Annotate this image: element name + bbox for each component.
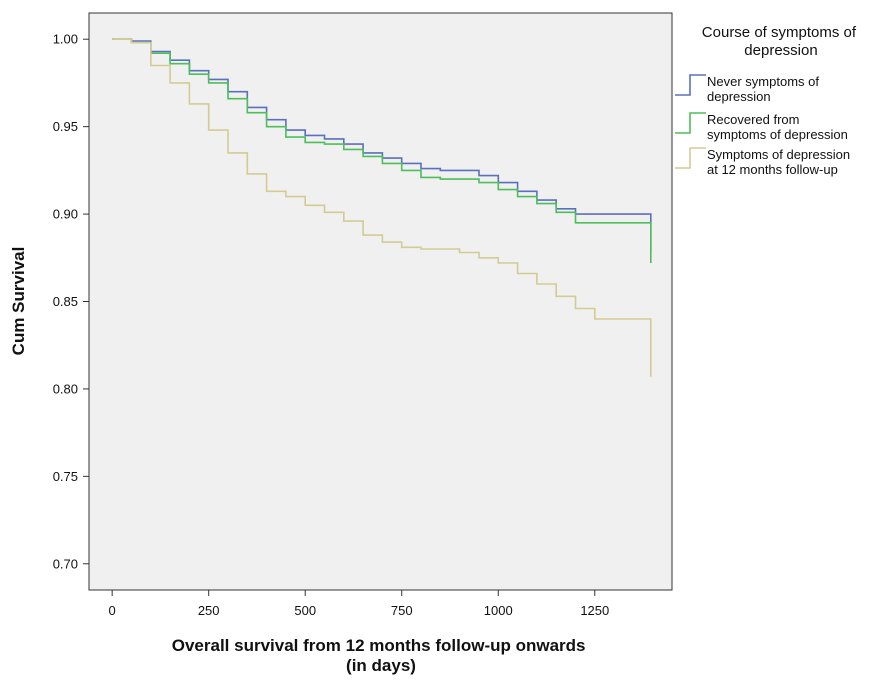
legend-title: Course of symptoms of depression <box>702 24 860 59</box>
legend-entry-1: Recovered from symptoms of depression <box>707 112 848 142</box>
y-tick-label: 0.80 <box>53 381 78 396</box>
legend-title-line-1: Course of symptoms of <box>702 24 857 41</box>
legend-entry-0: Never symptoms of depression <box>707 74 819 104</box>
x-tick-label: 1250 <box>580 603 609 618</box>
x-axis-title-line-1: Overall survival from 12 months follow-u… <box>172 636 586 655</box>
series-line-1 <box>112 38 652 263</box>
x-axis-title: Overall survival from 12 months follow-u… <box>172 636 591 675</box>
y-tick-label: 0.95 <box>53 119 78 134</box>
x-axis-title-line-2: (in days) <box>346 656 416 675</box>
legend-entry-line: depression <box>707 89 771 104</box>
y-axis: 0.70 0.75 0.80 0.85 0.90 0.95 1.00 <box>53 32 89 571</box>
plot-area <box>88 12 673 591</box>
y-tick-label: 0.85 <box>53 294 78 309</box>
y-tick-label: 1.00 <box>53 32 78 47</box>
series-lines <box>112 38 652 377</box>
legend-entry-line: at 12 months follow-up <box>707 162 838 177</box>
x-tick-label: 750 <box>391 603 413 618</box>
x-tick-label: 1000 <box>484 603 513 618</box>
x-tick-label: 500 <box>294 603 316 618</box>
y-tick-label: 0.90 <box>53 207 78 222</box>
legend-entry-line: symptoms of depression <box>707 127 848 142</box>
y-axis-title: Cum Survival <box>9 247 28 356</box>
y-tick-label: 0.70 <box>53 556 78 571</box>
legend-title-line-2: depression <box>744 42 817 59</box>
legend-entries: Never symptoms of depression Recovered fro… <box>675 74 850 177</box>
legend-swatch-0 <box>675 74 706 96</box>
x-tick-label: 0 <box>109 603 116 618</box>
legend: Course of symptoms of depression Never s… <box>675 24 860 177</box>
legend-entry-2: Symptoms of depression at 12 months follo… <box>707 147 850 177</box>
x-tick-label: 250 <box>198 603 220 618</box>
legend-entry-line: Recovered from <box>707 112 799 127</box>
legend-swatch-2 <box>675 147 706 169</box>
y-tick-label: 0.75 <box>53 469 78 484</box>
legend-entry-line: Symptoms of depression <box>707 147 850 162</box>
x-axis: 0 250 500 750 1000 1250 <box>109 590 609 618</box>
legend-entry-line: Never symptoms of <box>707 74 819 89</box>
series-line-2 <box>112 38 652 377</box>
legend-swatch-1 <box>675 112 706 134</box>
